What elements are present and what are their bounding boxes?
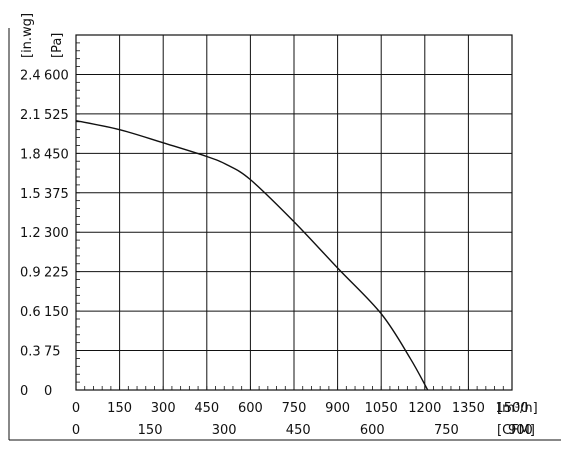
y-unit-inwg: [in.wg] bbox=[20, 13, 35, 58]
x-tick-label-m3h: 300 bbox=[151, 401, 176, 416]
x-tick-label-cfm: 150 bbox=[138, 423, 163, 438]
y-tick-label-pa: 225 bbox=[44, 266, 69, 281]
y-tick-label-inwg: 0.9 bbox=[20, 266, 41, 281]
y-tick-label-inwg: 0.3 bbox=[20, 345, 41, 360]
grid-lines bbox=[76, 35, 512, 390]
y-tick-label-inwg: 0.6 bbox=[20, 305, 41, 320]
x-tick-label-cfm: 900 bbox=[508, 423, 533, 438]
y-tick-label-inwg: 1.8 bbox=[20, 147, 41, 162]
y-tick-label-inwg: 1.2 bbox=[20, 226, 41, 241]
x-tick-label-m3h: 1200 bbox=[408, 401, 441, 416]
y-tick-label-pa: 525 bbox=[44, 108, 69, 123]
x-tick-label-m3h: 450 bbox=[194, 401, 219, 416]
y-tick-label-pa: 75 bbox=[44, 345, 61, 360]
x-tick-label-cfm: 600 bbox=[360, 423, 385, 438]
x-tick-label-m3h: 900 bbox=[325, 401, 350, 416]
y-tick-label-pa: 300 bbox=[44, 226, 69, 241]
x-tick-label-m3h: 750 bbox=[282, 401, 307, 416]
y-tick-label-inwg: 1.5 bbox=[20, 187, 41, 202]
fan-curve-line bbox=[75, 120, 429, 391]
x-tick-label-m3h: 600 bbox=[238, 401, 263, 416]
x-tick-label-cfm: 750 bbox=[434, 423, 459, 438]
y-tick-label-pa: 375 bbox=[44, 187, 69, 202]
x-tick-label-m3h: 150 bbox=[107, 401, 132, 416]
y-unit-pa: [Pa] bbox=[50, 33, 65, 58]
y-tick-label-pa: 450 bbox=[44, 147, 69, 162]
y-axis-labels: 0 0 0.3 75 0.6 150 0.9 225 1.2 300 1.5 375 1.8 450 2.1… bbox=[20, 68, 69, 399]
x-tick-label-cfm: 450 bbox=[286, 423, 311, 438]
y-tick-label-inwg: 0 bbox=[20, 384, 28, 399]
x-unit-m3h: [m³/h] bbox=[497, 401, 538, 416]
minor-ticks bbox=[75, 34, 513, 391]
y-tick-label-inwg: 2.4 bbox=[20, 68, 41, 83]
x-axis-labels: 0 150 300 450 600 750 900 1050 1200 1350 1500 0 150 3… bbox=[72, 401, 533, 438]
y-tick-label-inwg: 2.1 bbox=[20, 108, 41, 123]
x-tick-label-cfm: 0 bbox=[72, 423, 80, 438]
x-tick-label-m3h: 0 bbox=[72, 401, 80, 416]
x-tick-label-m3h: 1350 bbox=[452, 401, 485, 416]
x-unit-cfm: [CFM] bbox=[497, 423, 535, 438]
y-tick-label-pa: 0 bbox=[44, 384, 52, 399]
x-tick-label-cfm: 300 bbox=[212, 423, 237, 438]
x-tick-label-m3h: 1050 bbox=[365, 401, 398, 416]
y-tick-label-pa: 150 bbox=[44, 305, 69, 320]
x-tick-label-m3h: 1500 bbox=[495, 401, 528, 416]
y-tick-label-pa: 600 bbox=[44, 68, 69, 83]
